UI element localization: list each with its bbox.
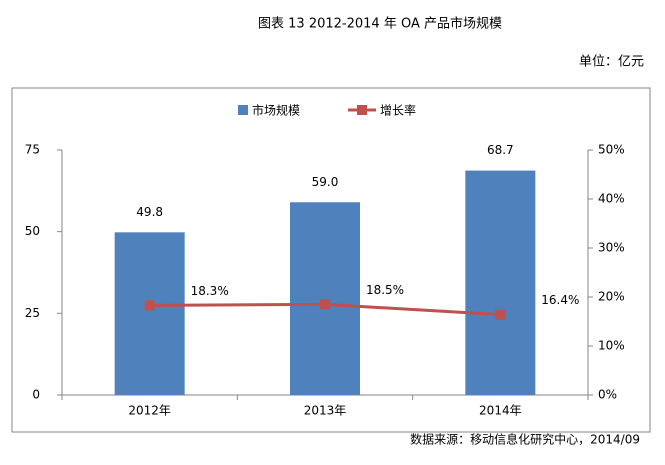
bar-value-label: 59.0 (312, 175, 339, 189)
y2-tick-label: 20% (598, 290, 625, 304)
legend-swatch (238, 105, 248, 115)
x-tick-label: 2012年 (128, 404, 171, 418)
y2-tick-label: 10% (598, 339, 625, 353)
y2-tick-label: 30% (598, 241, 625, 255)
legend-label: 增长率 (380, 103, 416, 118)
y-tick-label: 25 (25, 306, 40, 320)
unit-label: 单位：亿元 (579, 55, 644, 70)
line-marker (495, 309, 506, 320)
chart-frame (11, 87, 651, 433)
y-tick-label: 50 (25, 224, 40, 238)
y-tick-label: 75 (25, 143, 40, 157)
line-marker (144, 300, 155, 311)
line-value-label: 16.4% (541, 293, 579, 307)
y2-tick-label: 40% (598, 192, 625, 206)
x-tick-label: 2013年 (304, 404, 347, 418)
y2-tick-label: 0% (598, 388, 617, 402)
source-note: 数据来源：移动信息化研究中心，2014/09 (410, 432, 640, 447)
bar-value-label: 49.8 (136, 205, 163, 219)
legend-label: 市场规模 (252, 103, 300, 118)
legend-swatch (357, 105, 367, 115)
y2-tick-label: 50% (598, 143, 625, 157)
bar (114, 232, 185, 395)
bar-value-label: 68.7 (487, 143, 514, 157)
line-marker (320, 299, 330, 310)
x-tick-label: 2014年 (479, 404, 522, 418)
bar (465, 170, 536, 395)
line-value-label: 18.5% (366, 283, 404, 297)
line-value-label: 18.3% (191, 284, 229, 298)
y-tick-label: 0 (32, 388, 40, 402)
chart-title: 图表 13 2012-2014 年 OA 产品市场规模 (258, 16, 502, 32)
bar (290, 202, 360, 395)
